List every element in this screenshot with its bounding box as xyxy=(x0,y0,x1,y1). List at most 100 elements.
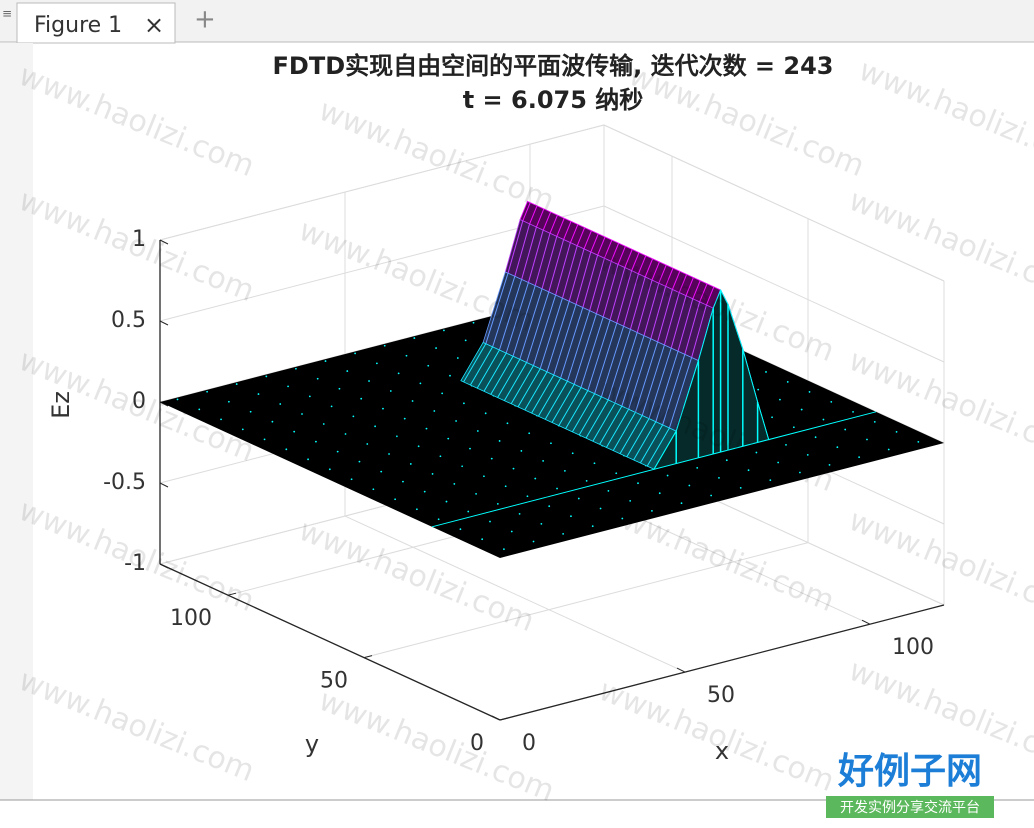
logo: 好例子网 xyxy=(837,751,982,792)
ridge-mesh-line xyxy=(668,357,693,429)
mesh-dot xyxy=(352,415,355,418)
ridge-mesh-line xyxy=(624,249,633,268)
menu-icon[interactable]: ≡ xyxy=(2,7,12,21)
mesh-dot xyxy=(696,466,699,469)
ridge-mesh-line xyxy=(531,374,555,414)
axis-box xyxy=(603,124,945,282)
mesh-dot xyxy=(498,440,501,442)
mesh-dot xyxy=(518,512,521,515)
mesh-dot xyxy=(472,321,475,324)
ridge-mesh-line xyxy=(521,226,537,280)
mesh-dot xyxy=(427,364,430,367)
ridge-mesh-line xyxy=(616,270,633,324)
mesh-dot xyxy=(279,403,282,405)
ridge-mesh-line xyxy=(677,298,694,352)
side-strip xyxy=(0,43,33,800)
mesh-dot xyxy=(765,371,767,373)
mesh-dot xyxy=(562,532,565,535)
mesh-dot xyxy=(822,418,825,421)
mesh-dot xyxy=(464,339,467,342)
ridge-mesh-line xyxy=(551,384,575,423)
mesh-dot xyxy=(453,483,456,485)
ridge-mesh-line xyxy=(603,239,613,259)
ridge-cap xyxy=(431,288,877,528)
mesh-dot xyxy=(504,485,507,488)
mesh-dot xyxy=(461,465,464,468)
mesh-dot xyxy=(651,509,653,512)
ridge-mesh-line xyxy=(599,405,623,445)
mesh-dot xyxy=(383,344,386,347)
ridge-mesh-line xyxy=(634,341,659,413)
ridge-mesh-line xyxy=(544,380,568,420)
mesh-dot xyxy=(441,392,444,395)
figure-tab[interactable] xyxy=(16,2,176,44)
mesh-dot xyxy=(887,448,890,451)
tab-close[interactable]: × xyxy=(144,11,164,39)
mesh-dot xyxy=(836,446,839,449)
mesh-dot xyxy=(374,425,377,428)
ridge-mesh-line xyxy=(569,224,579,243)
mesh-dot xyxy=(718,476,720,479)
mesh-dot xyxy=(411,400,414,402)
ridge-mesh-line xyxy=(637,255,647,275)
mesh-dot xyxy=(344,433,347,435)
ridge-mesh-line xyxy=(587,319,611,391)
ridge-mesh-line xyxy=(565,390,589,429)
chart-title: FDTD实现自由空间的平面波传输, 迭代次数 = 243 xyxy=(273,52,834,80)
new-tab[interactable]: + xyxy=(194,5,216,35)
ridge-mesh-line xyxy=(560,307,584,379)
z-tick-label: -0.5 xyxy=(103,470,146,495)
ridge-mesh-line xyxy=(592,402,616,442)
ridge-mesh-line xyxy=(617,246,626,265)
mesh-dot xyxy=(467,510,470,513)
tab-title[interactable]: Figure 1 xyxy=(34,13,122,38)
ridge-mesh-line xyxy=(492,276,516,348)
ridge-mesh-line xyxy=(517,368,541,408)
mesh-dot xyxy=(346,370,349,372)
ridge-mesh-line xyxy=(614,332,638,404)
mesh-dot xyxy=(330,405,333,408)
mesh-dot xyxy=(615,472,618,475)
mesh-dot xyxy=(315,440,317,443)
mesh-dot xyxy=(350,478,353,481)
mesh-dot xyxy=(688,484,691,487)
mesh-dot xyxy=(295,367,297,370)
mesh-dot xyxy=(577,497,580,500)
mesh-dot xyxy=(265,375,268,378)
ridge-mesh-line xyxy=(650,286,667,339)
mesh-dot xyxy=(785,443,787,446)
mesh-dot xyxy=(658,492,661,495)
ridge-mesh-line xyxy=(644,258,654,278)
y-axis-label: y xyxy=(305,730,319,758)
ridge-mesh-line xyxy=(469,346,494,386)
y-tick xyxy=(227,592,237,596)
ridge-mesh-line xyxy=(628,338,652,410)
mesh-dot xyxy=(227,400,230,403)
ridge-mesh-line xyxy=(662,354,686,426)
x-tick xyxy=(676,667,686,673)
mesh-dot xyxy=(917,440,920,443)
mesh-dot xyxy=(235,383,238,385)
ridge-mesh-line xyxy=(546,301,570,373)
ridge-mesh-line xyxy=(626,418,650,458)
ridge-mesh-line xyxy=(555,242,571,296)
mesh-dot xyxy=(307,458,309,461)
ridge-mesh-line xyxy=(646,427,670,467)
ridge-mesh-line xyxy=(582,254,599,308)
ridge-mesh-line xyxy=(580,316,604,388)
mesh-dot xyxy=(388,453,390,455)
ridge-mesh-line xyxy=(685,277,694,296)
ridge-mesh-line xyxy=(589,258,605,311)
mesh-dot xyxy=(417,445,420,448)
mesh-dot xyxy=(257,393,260,395)
ridge-mesh-line xyxy=(497,359,521,398)
mesh-dot xyxy=(435,347,437,349)
mesh-dot xyxy=(413,337,416,339)
y-tick xyxy=(363,655,373,659)
ridge-mesh-line xyxy=(639,424,664,464)
ridge-mesh-line xyxy=(527,230,544,283)
ridge-mesh-line xyxy=(537,377,562,417)
ridge-mesh-line xyxy=(610,243,620,262)
mesh-dot xyxy=(271,420,274,423)
mesh-dot xyxy=(591,525,594,528)
